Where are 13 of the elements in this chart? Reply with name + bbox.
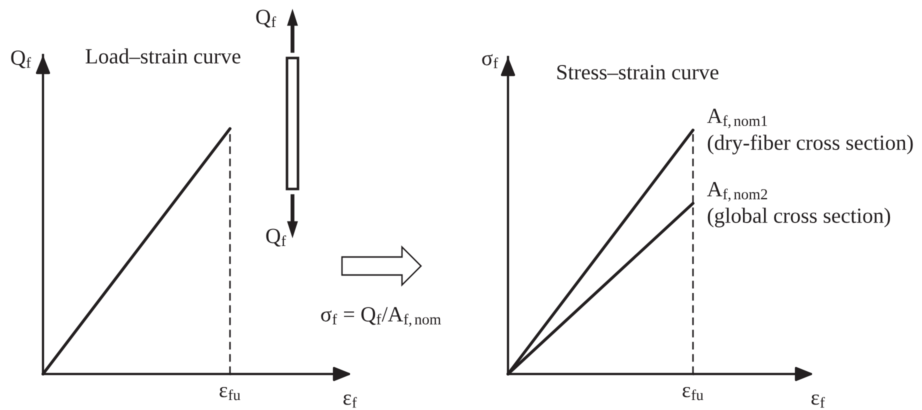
- annotation: Q$_{f}$: [266, 228, 286, 246]
- text: ε$_{fu}$: [682, 386, 704, 400]
- chart-title: Load–strain curve: [86, 48, 240, 64]
- series-label: A$_{f,nom1}$ (dry-fiber cross section): [707, 108, 913, 154]
- x-axis-title: ε$_{f}$: [343, 394, 357, 408]
- series-label: A$_{f,nom2}$ (global cross section): [707, 182, 890, 228]
- text: ε$_{fu}$: [220, 386, 240, 400]
- annotation: σ$_{f}$ = Q$_{f}$/A$_{f,nom}$: [321, 307, 441, 327]
- y-axis-title: σ$_{f}$: [482, 54, 498, 68]
- x-axis-title: ε$_{f}$: [811, 394, 825, 408]
- chart-title: Stress–strain curve: [557, 65, 718, 80]
- text: Q$_{f}$: [256, 10, 276, 28]
- y-axis-title: Q$_{f}$: [11, 50, 32, 68]
